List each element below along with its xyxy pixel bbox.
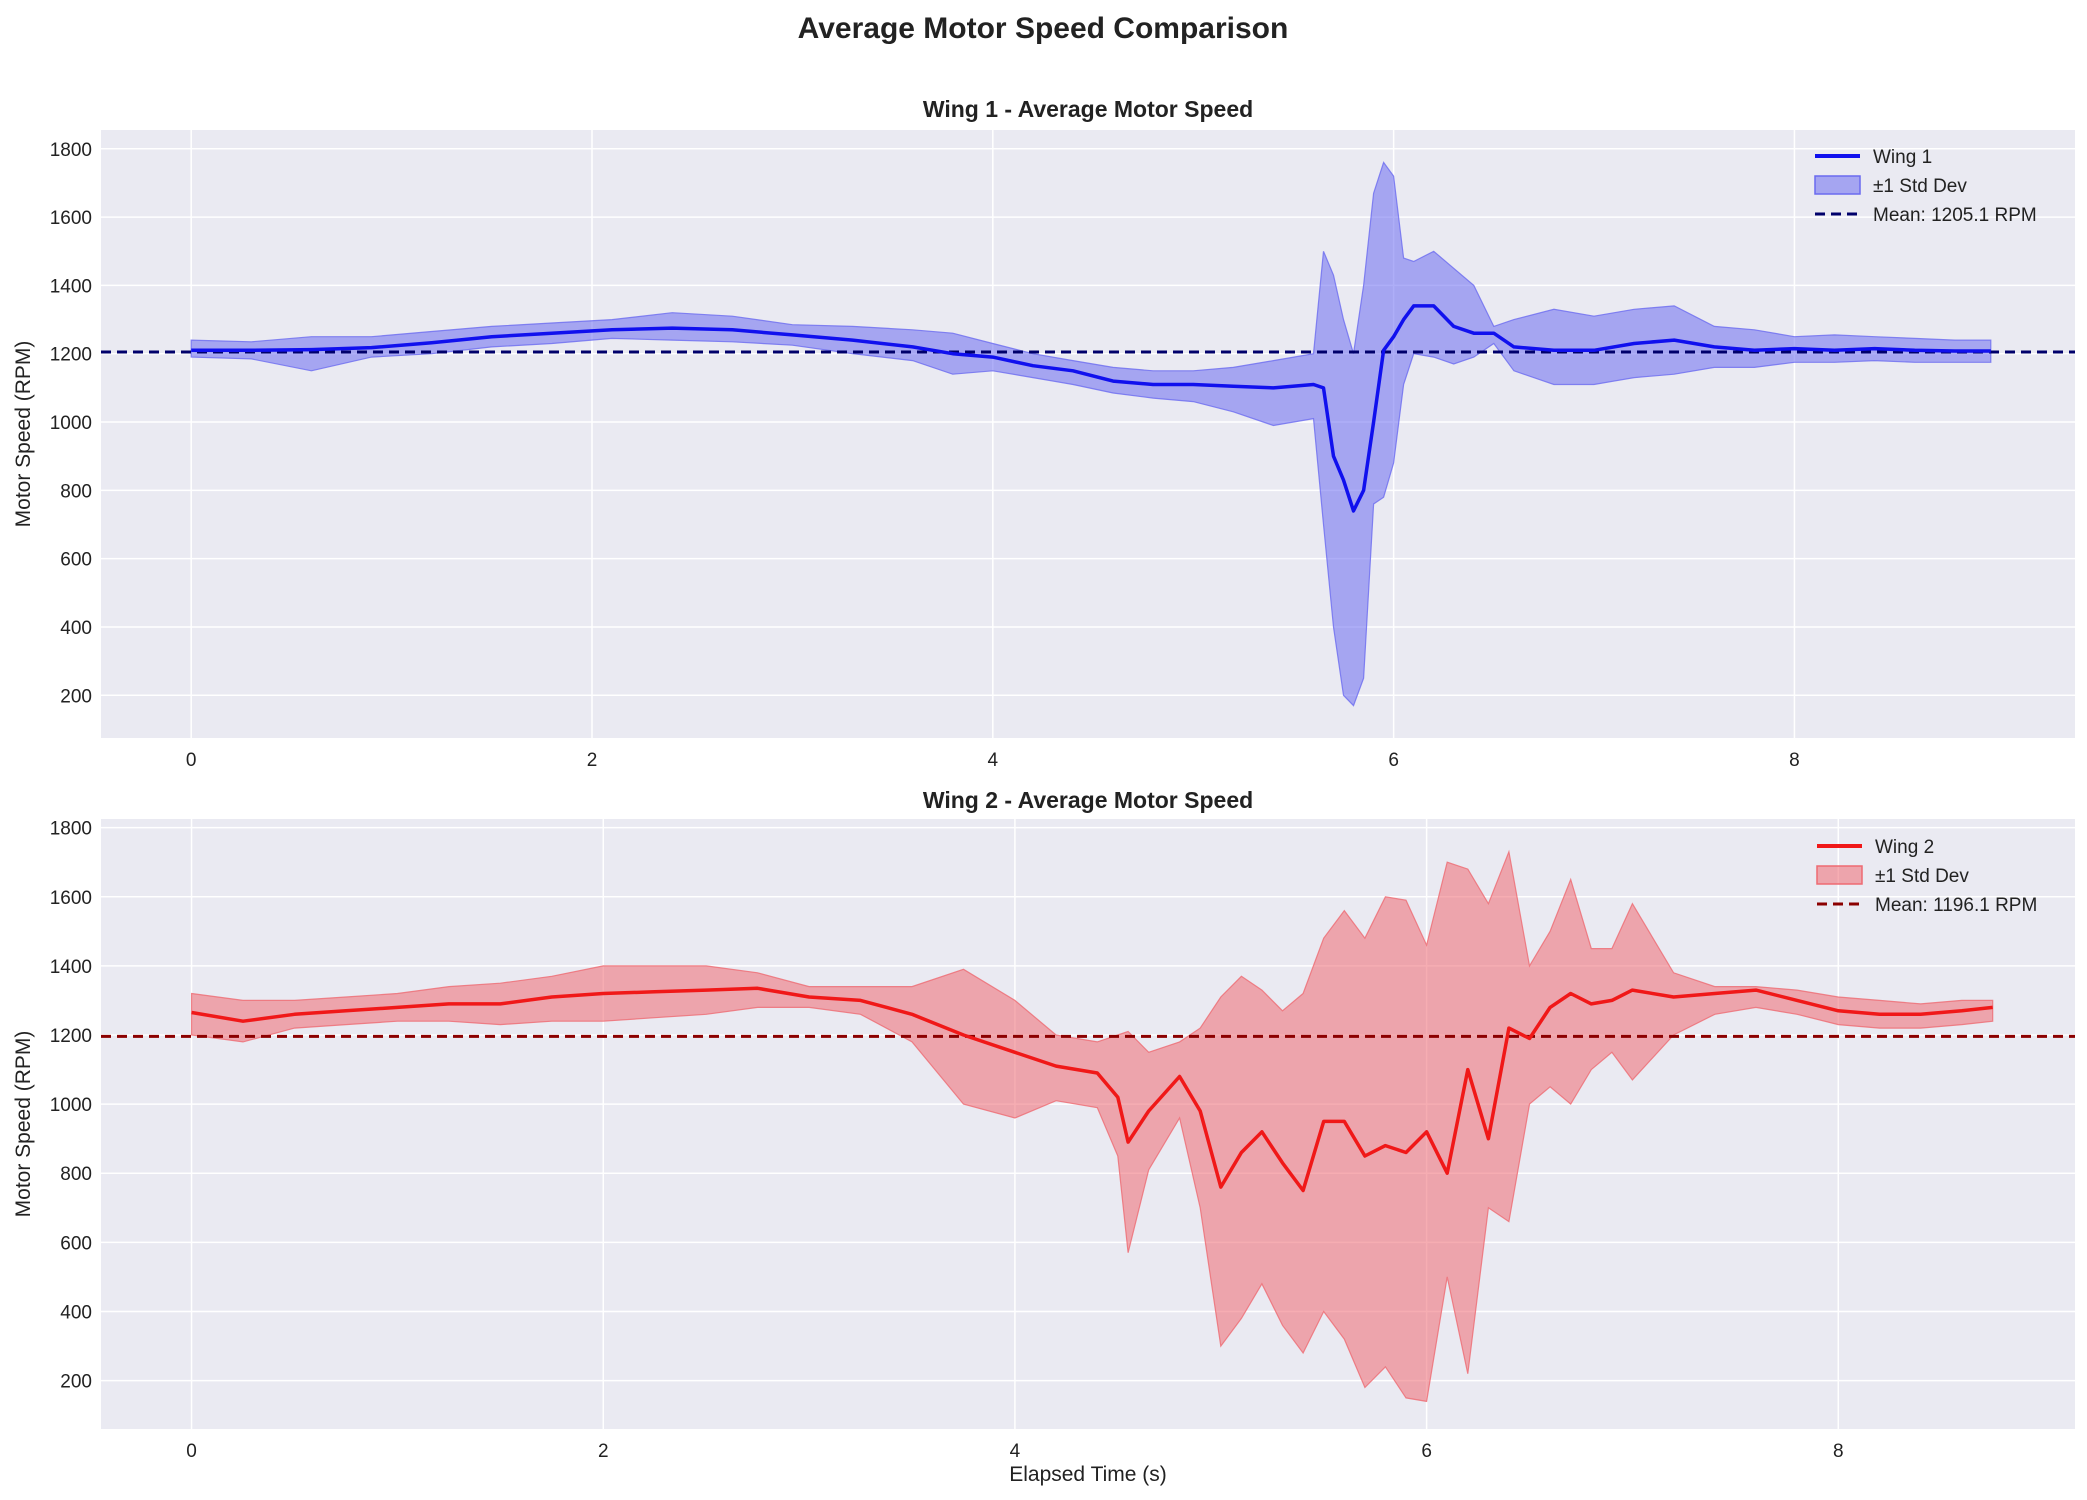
x-ticks-wing2: 0 2 4 6 8 bbox=[186, 1441, 1843, 1462]
series-line-wing1 bbox=[191, 304, 1991, 513]
legend-label-wing1-line: Wing 1 bbox=[1873, 147, 1932, 168]
y-tick-label: 600 bbox=[60, 550, 92, 571]
panel-wing1: 0 2 4 6 8 200 400 600 800 1000 1200 1400 1600 1800 W… bbox=[12, 96, 2075, 771]
x-tick-label: 4 bbox=[988, 750, 999, 771]
y-tick-label: 400 bbox=[60, 618, 92, 639]
y-tick-label: 1200 bbox=[50, 345, 92, 366]
x-tick-label: 0 bbox=[186, 750, 197, 771]
x-ticks-wing1: 0 2 4 6 8 bbox=[186, 750, 1800, 771]
x-tick-label: 6 bbox=[1421, 1441, 1432, 1462]
legend-label-wing2-line: Wing 2 bbox=[1875, 837, 1934, 858]
y-tick-label: 1400 bbox=[50, 276, 92, 297]
y-tick-label: 1800 bbox=[50, 819, 92, 840]
panel-title-wing1: Wing 1 - Average Motor Speed bbox=[923, 96, 1253, 122]
y-axis-label-wing1: Motor Speed (RPM) bbox=[12, 341, 35, 528]
y-tick-label: 200 bbox=[60, 1372, 92, 1393]
legend-label-wing2-band: ±1 Std Dev bbox=[1875, 866, 1969, 887]
x-tick-label: 0 bbox=[186, 1441, 197, 1462]
plot-area-wing2 bbox=[101, 819, 2075, 1429]
y-tick-label: 1600 bbox=[50, 208, 92, 229]
legend-label-wing1-band: ±1 Std Dev bbox=[1873, 176, 1967, 197]
y-tick-label: 800 bbox=[60, 1164, 92, 1185]
x-tick-label: 8 bbox=[1833, 1441, 1844, 1462]
y-ticks-wing2: 200 400 600 800 1000 1200 1400 1600 1800 bbox=[50, 819, 92, 1393]
y-tick-label: 1800 bbox=[50, 140, 92, 161]
legend-label-wing2-mean: Mean: 1196.1 RPM bbox=[1875, 895, 2037, 916]
panel-wing2: 0 2 4 6 8 200 400 600 800 1000 1200 1400 1600 1800 W… bbox=[12, 787, 2075, 1486]
legend-wing1: Wing 1 ±1 Std Dev Mean: 1205.1 RPM bbox=[1814, 147, 2037, 226]
y-tick-label: 600 bbox=[60, 1233, 92, 1254]
y-axis-label-wing2: Motor Speed (RPM) bbox=[12, 1031, 35, 1218]
x-tick-label: 2 bbox=[598, 1441, 609, 1462]
y-ticks-wing1: 200 400 600 800 1000 1200 1400 1600 1800 bbox=[50, 140, 92, 708]
legend-swatch-wing2-band bbox=[1816, 865, 1863, 885]
y-tick-label: 400 bbox=[60, 1302, 92, 1323]
plot-area-wing1 bbox=[101, 130, 2075, 738]
std-band-area-wing1 bbox=[190, 161, 1992, 707]
legend-wing2: Wing 2 ±1 Std Dev Mean: 1196.1 RPM bbox=[1816, 837, 2037, 916]
x-axis-label-wing2: Elapsed Time (s) bbox=[1009, 1463, 1167, 1486]
x-tick-label: 4 bbox=[1010, 1441, 1021, 1462]
legend-label-wing1-mean: Mean: 1205.1 RPM bbox=[1873, 205, 2037, 226]
y-tick-label: 200 bbox=[60, 686, 92, 707]
std-band-wing1 bbox=[190, 161, 1992, 707]
panel-title-wing2: Wing 2 - Average Motor Speed bbox=[923, 787, 1253, 813]
y-tick-label: 1000 bbox=[50, 413, 92, 434]
x-tick-label: 6 bbox=[1388, 750, 1399, 771]
x-tick-label: 8 bbox=[1789, 750, 1800, 771]
y-tick-label: 1000 bbox=[50, 1095, 92, 1116]
figure-title: Average Motor Speed Comparison bbox=[798, 12, 1289, 45]
y-tick-label: 1400 bbox=[50, 957, 92, 978]
x-tick-label: 2 bbox=[587, 750, 598, 771]
legend-swatch-wing1-band bbox=[1814, 175, 1861, 195]
y-tick-label: 1200 bbox=[50, 1026, 92, 1047]
std-band-wing2 bbox=[191, 849, 1994, 1403]
series-line-wing2 bbox=[191, 986, 1993, 1193]
series-path-wing2 bbox=[191, 986, 1993, 1193]
std-band-area-wing2 bbox=[191, 849, 1994, 1403]
y-tick-label: 800 bbox=[60, 481, 92, 502]
series-path-wing1 bbox=[191, 304, 1991, 513]
y-tick-label: 1600 bbox=[50, 888, 92, 909]
